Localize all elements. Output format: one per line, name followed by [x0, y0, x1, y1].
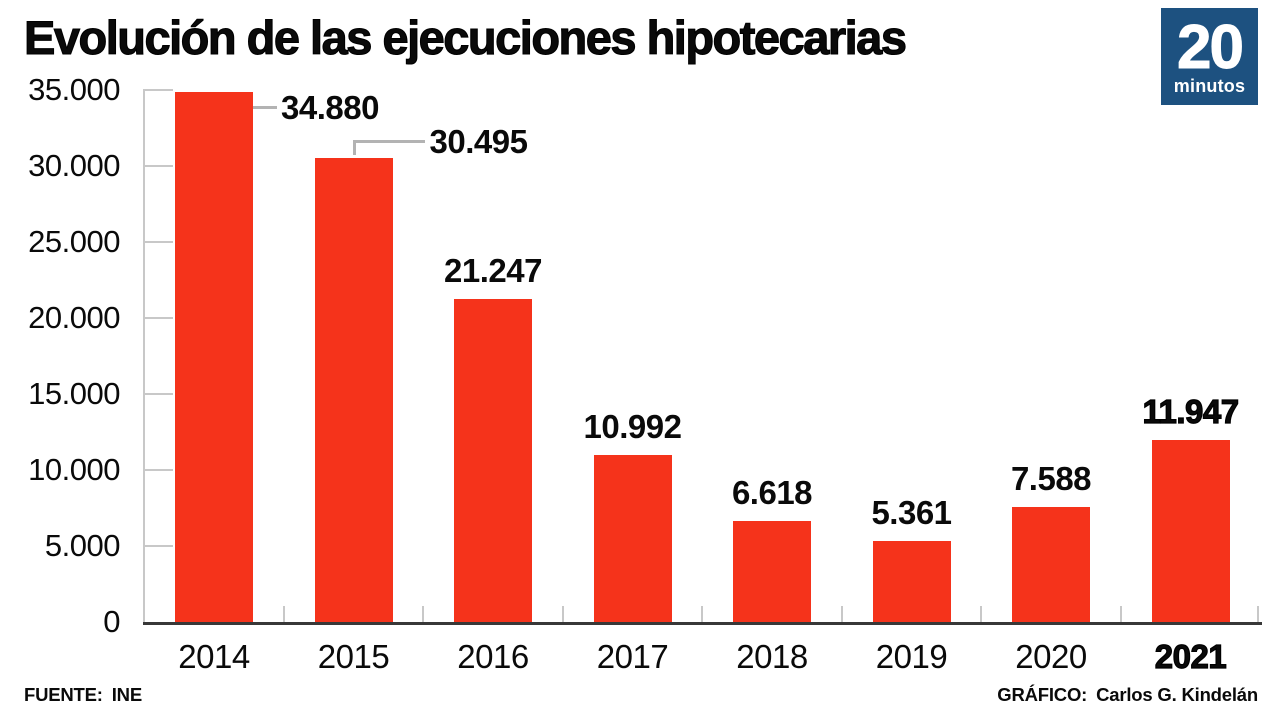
- value-label-2020: 7.588: [1010, 459, 1092, 497]
- callout-line-2014: [253, 105, 277, 109]
- bar-2016: [454, 299, 532, 622]
- x-label-2014: 2014: [178, 638, 250, 675]
- x-tick-mark: [840, 606, 843, 622]
- y-axis-label: 25.000: [28, 224, 120, 259]
- callout-line-2015: [352, 140, 425, 144]
- x-tick-mark: [422, 606, 425, 622]
- source-label: FUENTE:: [24, 684, 103, 705]
- value-label-2016: 21.247: [444, 252, 542, 290]
- x-label-2021: 2021: [1154, 637, 1227, 675]
- value-label-2015: 30.495: [429, 123, 528, 161]
- bar-2017: [593, 454, 672, 622]
- y-tick-mark: [143, 393, 173, 395]
- y-axis-label: 5.000: [44, 528, 121, 563]
- credit-value: Carlos G. Kindelán: [1096, 684, 1258, 705]
- x-label-2017: 2017: [596, 638, 669, 675]
- y-axis-label: 20.000: [28, 300, 120, 335]
- credit-note: GRÁFICO: Carlos G. Kindelán: [997, 684, 1262, 706]
- x-label-2020: 2020: [1015, 638, 1087, 675]
- logo-20-text: 20: [1177, 12, 1245, 82]
- y-axis-label: 35.000: [28, 72, 120, 107]
- logo-20minutos: 20 minutos: [1161, 8, 1258, 105]
- x-tick-mark: [701, 606, 704, 622]
- x-tick-mark: [1119, 606, 1122, 622]
- bar-2014: [175, 91, 253, 622]
- y-axis-line: [143, 90, 145, 625]
- x-tick-mark: [980, 606, 983, 622]
- bar-2015: [314, 158, 393, 622]
- y-tick-mark: [143, 241, 173, 243]
- bar-2019: [872, 540, 951, 622]
- x-tick-mark: [1257, 606, 1259, 622]
- bar-2020: [1012, 506, 1090, 622]
- value-label-2019: 5.361: [871, 493, 952, 531]
- y-tick-mark: [143, 89, 173, 91]
- credit-label: GRÁFICO:: [997, 684, 1088, 705]
- x-axis-line: [143, 622, 1262, 625]
- value-label-2014: 34.880: [281, 88, 379, 126]
- x-label-2019: 2019: [875, 638, 948, 675]
- source-value: INE: [111, 684, 142, 705]
- logo-minutos-text: minutos: [1173, 75, 1246, 96]
- x-tick-mark: [561, 606, 564, 622]
- y-axis-label: 30.000: [28, 148, 120, 183]
- y-axis-label: 15.000: [28, 376, 120, 411]
- value-label-2017: 10.992: [583, 407, 682, 445]
- callout-stub-2015: [352, 140, 356, 156]
- value-label-2018: 6.618: [731, 474, 813, 512]
- value-label-2021: 11.947: [1142, 393, 1240, 431]
- x-label-2016: 2016: [457, 638, 529, 675]
- y-axis-label: 0: [103, 604, 120, 639]
- y-tick-mark: [143, 469, 173, 471]
- x-label-2015: 2015: [317, 638, 390, 675]
- y-tick-mark: [143, 545, 173, 547]
- bar-2018: [733, 521, 811, 622]
- source-note: FUENTE: INE: [24, 684, 146, 706]
- x-tick-mark: [282, 606, 285, 622]
- y-tick-mark: [143, 165, 173, 167]
- x-label-2018: 2018: [736, 638, 808, 675]
- chart-title: Evolución de las ejecuciones hipotecaria…: [23, 10, 907, 64]
- y-axis-label: 10.000: [28, 452, 120, 487]
- bar-2021: [1151, 440, 1230, 622]
- y-tick-mark: [143, 317, 173, 319]
